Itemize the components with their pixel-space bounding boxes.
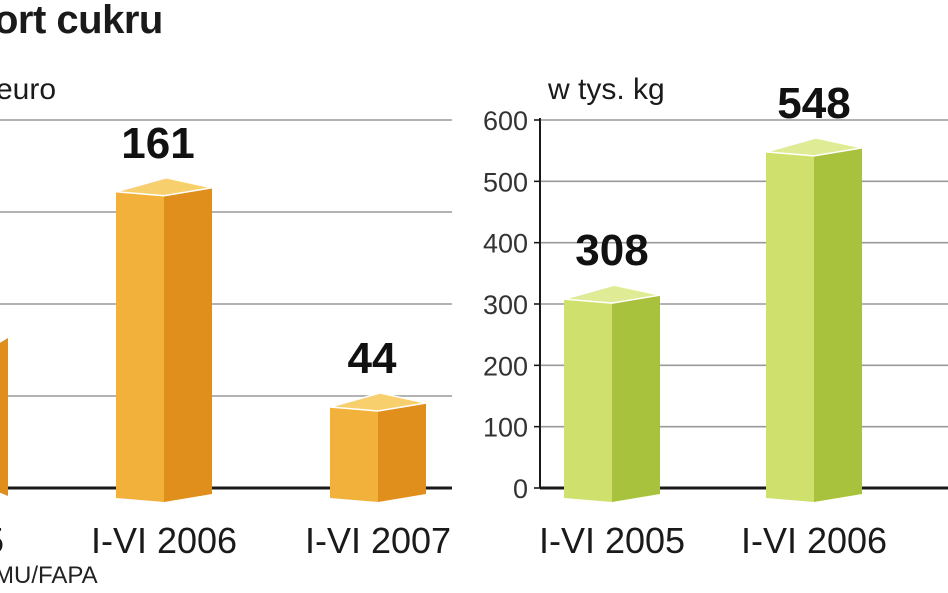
right-x-tick-label-1: I-VI 2006 <box>741 520 887 561</box>
right-chart: 0 100 200 300 400 500 600 w tys. kg I-VI 2005 I-V… <box>483 73 948 561</box>
left-bar-label-1: 161 <box>121 119 194 168</box>
left-bar-2-top <box>329 392 427 412</box>
right-y-tick-label-2: 200 <box>483 351 528 381</box>
right-bar-1-top <box>765 137 863 157</box>
left-bar-1-face <box>116 191 164 502</box>
left-x-tick-label-1: I-VI 2006 <box>91 520 237 561</box>
left-bar-1-top <box>115 176 213 197</box>
right-bar-0-side <box>612 295 660 502</box>
source-note: MU/FAPA <box>0 562 98 589</box>
right-x-tick-label-0: I-VI 2005 <box>539 520 685 561</box>
right-bar-1-side <box>814 147 862 503</box>
right-bar-label-0: 308 <box>575 226 648 275</box>
right-y-tick-label-5: 500 <box>483 167 528 197</box>
left-bar-1 <box>115 176 213 502</box>
left-y-axis-label: euro <box>0 73 56 106</box>
left-bar-label-2: 44 <box>348 334 397 383</box>
right-y-tick-label-6: 600 <box>483 106 528 136</box>
right-y-tick-label-3: 300 <box>483 290 528 320</box>
right-bar-0 <box>563 284 661 502</box>
right-bar-1 <box>765 137 863 503</box>
right-bar-0-face <box>564 299 612 502</box>
right-y-tick-label-0: 0 <box>513 474 528 504</box>
left-x-tick-label-2: I-VI 2007 <box>305 520 451 561</box>
right-y-tick-label-1: 100 <box>483 413 528 443</box>
left-bar-1-side <box>164 187 212 502</box>
left-bar-2-face <box>330 407 378 502</box>
left-bar-2 <box>329 392 427 502</box>
right-bar-label-1: 548 <box>777 79 850 128</box>
right-y-axis-label: w tys. kg <box>547 73 665 106</box>
left-chart: euro 5 I-VI 2006 I-VI 2007 161 44 <box>0 73 452 561</box>
left-x-tick-label-0: 5 <box>0 520 4 561</box>
right-bar-0-top <box>563 284 661 304</box>
right-y-tick-label-4: 400 <box>483 229 528 259</box>
left-bar-2-side <box>378 403 426 502</box>
chart-title: ort cukru <box>0 0 163 42</box>
left-bar-0-partial <box>0 338 8 496</box>
right-bar-1-face <box>766 151 814 503</box>
